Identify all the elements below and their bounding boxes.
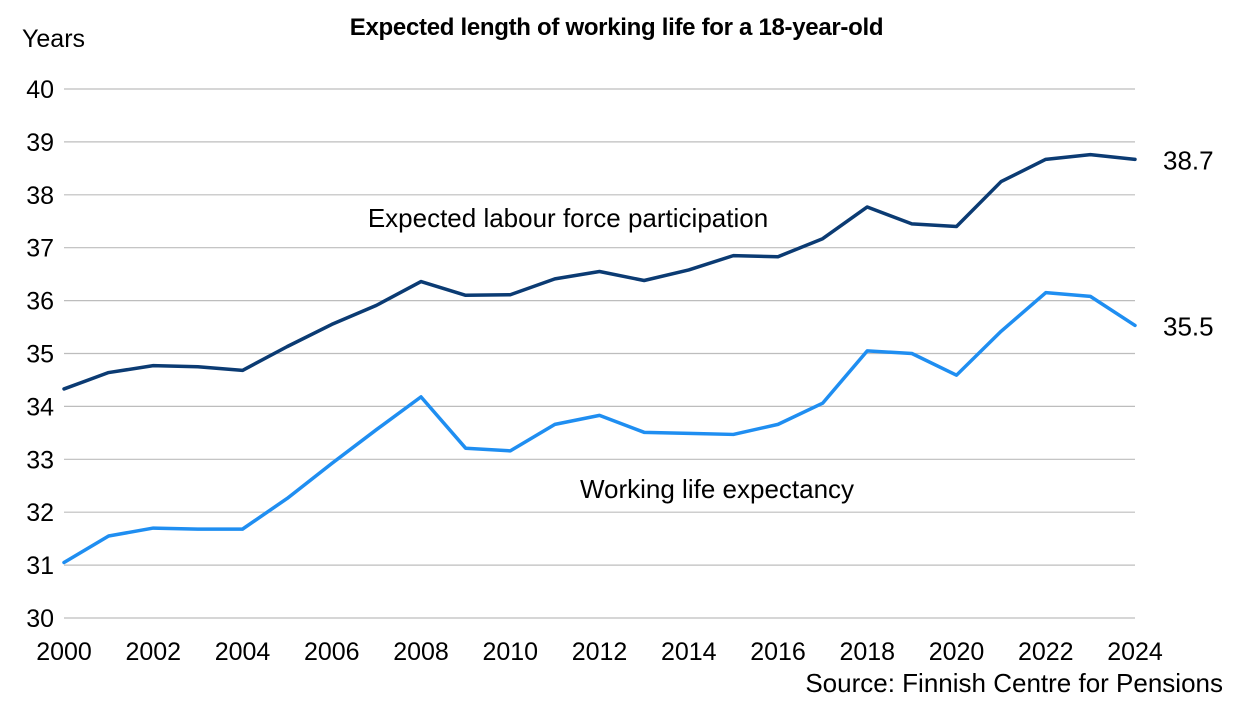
x-tick-label: 2016 (750, 638, 806, 666)
chart-title: Expected length of working life for a 18… (349, 14, 884, 41)
x-tick-label: 2022 (1018, 638, 1074, 666)
x-tick-label: 2006 (304, 638, 360, 666)
y-tick-label: 30 (26, 605, 54, 633)
y-axis-label: Years (22, 25, 86, 53)
y-tick-label: 36 (26, 288, 54, 316)
series-line (62, 290, 1137, 565)
x-tick-label: 2010 (482, 638, 538, 666)
x-tick-label: 2024 (1107, 638, 1163, 666)
source-note: Source: Finnish Centre for Pensions (805, 668, 1223, 698)
series-label: Expected labour force participation (368, 203, 768, 233)
y-tick-label: 37 (26, 235, 54, 263)
grid-layer (64, 88, 1135, 619)
series-label: Working life expectancy (580, 474, 854, 504)
x-tick-label: 2020 (929, 638, 985, 666)
x-tick-label: 2000 (36, 638, 92, 666)
y-tick-label: 35 (26, 341, 54, 369)
x-tick-label: 2012 (572, 638, 628, 666)
x-tick-label: 2014 (661, 638, 717, 666)
end-value-label: 38.7 (1163, 145, 1214, 175)
y-tick-label: 34 (26, 393, 54, 421)
series-line (62, 152, 1137, 391)
x-tick-label: 2004 (215, 638, 271, 666)
end-value-label: 35.5 (1163, 311, 1214, 341)
x-tick-label: 2018 (839, 638, 895, 666)
y-tick-label: 33 (26, 446, 54, 474)
y-tick-label: 31 (26, 552, 54, 580)
series-layer (62, 152, 1137, 565)
y-tick-label: 39 (26, 129, 54, 157)
x-tick-label: 2008 (393, 638, 449, 666)
label-layer: 30 31 32 33 34 35 36 37 38 39 40 2000 2002 2004 2006 20… (26, 76, 1213, 666)
x-tick-label: 2002 (125, 638, 181, 666)
y-tick-label: 38 (26, 182, 54, 210)
y-tick-label: 32 (26, 499, 54, 527)
y-tick-label: 40 (26, 76, 54, 104)
